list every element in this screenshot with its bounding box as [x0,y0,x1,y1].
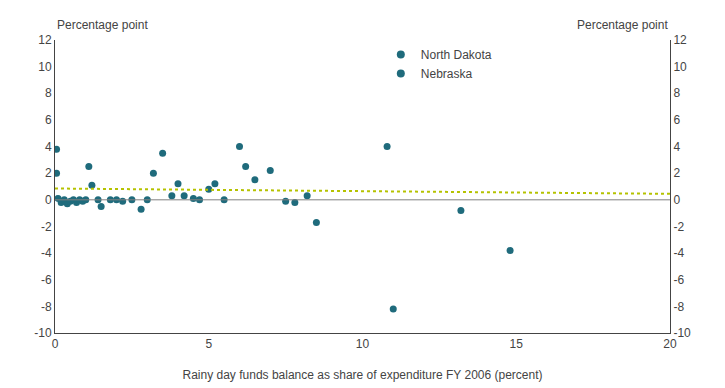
svg-text:-4: -4 [673,246,684,260]
svg-text:2: 2 [45,166,52,180]
svg-text:20: 20 [663,337,677,351]
svg-text:0: 0 [52,337,59,351]
svg-text:10: 10 [356,337,370,351]
svg-text:-10: -10 [673,326,691,340]
svg-text:Nebraska: Nebraska [421,67,473,81]
svg-text:North Dakota: North Dakota [421,48,492,62]
svg-text:-8: -8 [673,300,684,314]
svg-text:10: 10 [673,60,687,74]
svg-text:8: 8 [45,86,52,100]
svg-text:15: 15 [510,337,524,351]
svg-text:8: 8 [673,86,680,100]
svg-text:12: 12 [38,33,52,47]
svg-text:4: 4 [45,140,52,154]
svg-text:-10: -10 [34,326,52,340]
svg-text:Percentage point: Percentage point [577,18,668,32]
svg-text:-4: -4 [41,246,52,260]
svg-text:2: 2 [673,166,680,180]
svg-text:0: 0 [673,193,680,207]
svg-text:10: 10 [38,60,52,74]
svg-text:Rainy day funds balance as sha: Rainy day funds balance as share of expe… [183,368,543,382]
svg-text:4: 4 [673,140,680,154]
svg-text:-2: -2 [673,220,684,234]
svg-text:Percentage point: Percentage point [57,18,148,32]
svg-text:6: 6 [45,113,52,127]
svg-text:-6: -6 [41,273,52,287]
svg-text:-2: -2 [41,220,52,234]
svg-text:12: 12 [673,33,687,47]
svg-text:0: 0 [45,193,52,207]
svg-text:-8: -8 [41,300,52,314]
svg-text:6: 6 [673,113,680,127]
svg-text:5: 5 [205,337,212,351]
svg-text:-6: -6 [673,273,684,287]
